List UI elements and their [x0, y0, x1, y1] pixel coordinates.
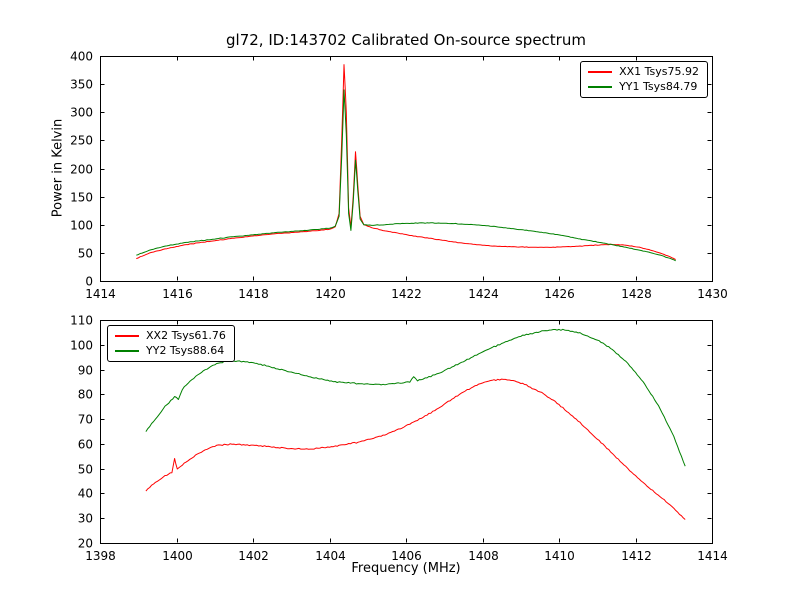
- x-tick-label: 1412: [621, 549, 652, 563]
- x-tick-label: 1414: [85, 287, 116, 301]
- chart-title: gl72, ID:143702 Calibrated On-source spe…: [226, 31, 586, 49]
- x-tick-label: 1414: [697, 549, 728, 563]
- y-tick-label: 70: [78, 413, 93, 427]
- y-tick-label: 40: [78, 487, 93, 501]
- legend-entry: YY1 Tsys84.79: [588, 81, 699, 93]
- subplot-1: 1398 1400 1402 1404 1406 1408 1410 1412 1414 20 30…: [70, 314, 728, 564]
- legend-line-yy1-icon: [588, 86, 613, 88]
- y-tick-label: 300: [70, 106, 93, 120]
- legend-label-yy1: YY1 Tsys84.79: [619, 80, 698, 93]
- x-tick-label: 1424: [468, 287, 499, 301]
- x-tick-label: 1416: [162, 287, 193, 301]
- x-tick-label: 1402: [238, 549, 269, 563]
- x-tick-label: 1426: [544, 287, 575, 301]
- y-tick-label: 90: [78, 364, 93, 378]
- x-tick-label: 1422: [391, 287, 422, 301]
- y-tick-label: 20: [78, 537, 93, 551]
- legend-label-xx2: XX2 Tsys61.76: [146, 329, 226, 342]
- y-tick-label: 100: [70, 339, 93, 353]
- x-tick-label: 1398: [85, 549, 116, 563]
- x-tick-label: 1406: [391, 549, 422, 563]
- y-tick-label: 150: [70, 191, 93, 205]
- legend-entry: XX2 Tsys61.76: [115, 330, 226, 342]
- x-tick-label: 1420: [315, 287, 346, 301]
- x-axis-label: Frequency (MHz): [351, 561, 461, 576]
- legend-line-yy2-icon: [115, 350, 139, 352]
- legend-line-xx1-icon: [588, 71, 613, 73]
- legend-line-xx2-icon: [115, 335, 139, 337]
- legend-entry: YY2 Tsys88.64: [115, 345, 226, 357]
- x-tick-label: 1410: [544, 549, 575, 563]
- y-tick-label: 350: [70, 78, 93, 92]
- y-tick-label: 30: [78, 512, 93, 526]
- y-tick-label: 60: [78, 438, 93, 452]
- legend-label-xx1: XX1 Tsys75.92: [619, 65, 699, 78]
- x-tick-label: 1430: [697, 287, 728, 301]
- x-tick-label: 1400: [162, 549, 193, 563]
- y-tick-label: 200: [70, 163, 93, 177]
- legend-entry: XX1 Tsys75.92: [588, 66, 699, 78]
- series-line: [136, 64, 676, 261]
- x-tick-label: 1418: [238, 287, 269, 301]
- y-tick-label: 100: [70, 219, 93, 233]
- x-tick-label: 1408: [468, 549, 499, 563]
- y-tick-label: 400: [70, 50, 93, 64]
- legend-label-yy2: YY2 Tsys88.64: [146, 344, 225, 357]
- y-tick-label: 50: [78, 247, 93, 261]
- y-tick-label: 250: [70, 134, 93, 148]
- subplot-0: 1414 1416 1418 1420 1422 1424 1426 1428 1430 0 50 1…: [70, 50, 728, 302]
- legend-bottom-plot: XX2 Tsys61.76 YY2 Tsys88.64: [107, 325, 235, 362]
- y-tick-label: 110: [70, 314, 93, 328]
- y-axis-label: Power in Kelvin: [50, 118, 66, 218]
- series-line: [145, 378, 686, 520]
- y-tick-label: 0: [85, 275, 93, 289]
- series-line: [136, 89, 676, 262]
- y-tick-label: 80: [78, 388, 93, 402]
- x-tick-label: 1404: [315, 549, 346, 563]
- series-line: [145, 328, 686, 467]
- y-tick-label: 50: [78, 463, 93, 477]
- legend-top-plot: XX1 Tsys75.92 YY1 Tsys84.79: [580, 61, 708, 98]
- x-tick-label: 1428: [621, 287, 652, 301]
